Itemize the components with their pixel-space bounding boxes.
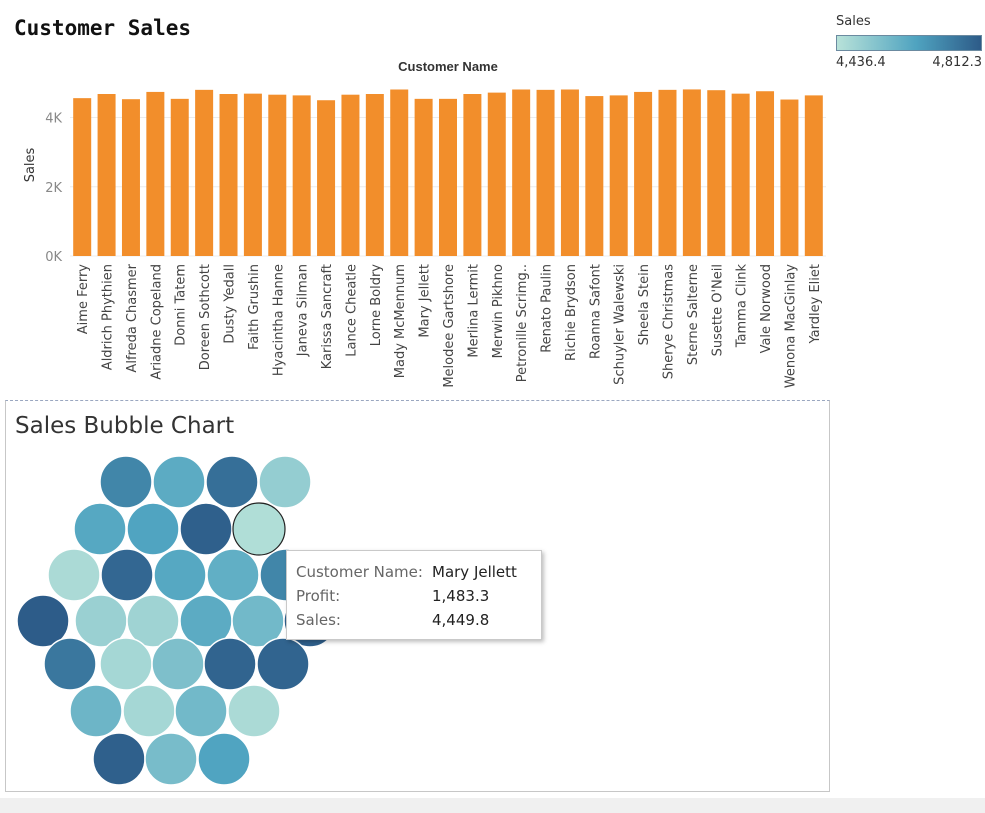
y-axis-title: Sales <box>23 147 38 182</box>
legend-min-label: 4,436.4 <box>836 55 886 70</box>
bar[interactable] <box>487 92 506 256</box>
x-tick-label: Susette O'Neil <box>710 264 725 356</box>
y-tick-label: 2K <box>45 181 62 196</box>
x-tick-label: Roanna Safont <box>588 264 603 359</box>
customer-sales-bar-chart: Customer Name Sales 0K 2K 4K Aime Ferry Ald… <box>23 59 826 388</box>
x-tick-label: Sheela Stein <box>637 264 652 345</box>
x-tick-label: Janeva Silman <box>296 264 311 357</box>
bottom-scroll-area <box>0 798 985 813</box>
bar[interactable] <box>804 95 823 256</box>
bar[interactable] <box>731 93 750 257</box>
tooltip-profit-label: Profit: <box>296 587 341 605</box>
bar[interactable] <box>756 91 775 256</box>
legend-max-label: 4,812.3 <box>932 55 982 70</box>
x-tick-label: Mady McMennum <box>393 264 408 378</box>
bar[interactable] <box>365 94 384 256</box>
bar[interactable] <box>682 89 701 256</box>
bar[interactable] <box>585 96 604 256</box>
sales-color-legend[interactable]: Sales 4,436.4 4,812.3 <box>836 14 984 70</box>
x-tick-label: Richie Brydson <box>564 264 579 361</box>
tooltip-sales-label: Sales: <box>296 611 341 629</box>
bar[interactable] <box>390 89 409 257</box>
bar-chart-title: Customer Name <box>398 59 498 74</box>
bar[interactable] <box>634 91 653 256</box>
legend-gradient <box>836 35 982 51</box>
bar[interactable] <box>146 91 165 256</box>
bar[interactable] <box>780 99 799 257</box>
x-tick-label: Merlina Lermit <box>466 264 481 358</box>
bubble-chart-title: Sales Bubble Chart <box>15 413 235 439</box>
bubble-tooltip: Customer Name: Mary Jellett Profit: 1,48… <box>286 550 542 640</box>
tooltip-customer-label: Customer Name: <box>296 563 423 581</box>
bar[interactable] <box>439 98 457 256</box>
x-tick-label: Renato Paulin <box>540 264 555 353</box>
x-tick-label: Aldrich Phythien <box>101 264 116 370</box>
x-tick-label: Karissa Sancraft <box>320 264 335 369</box>
x-tick-label: Aime Ferry <box>76 264 91 335</box>
x-tick-label: Sterne Salterne <box>686 264 701 365</box>
bar[interactable] <box>195 89 214 256</box>
x-tick-label: Sherye Christmas <box>661 264 676 379</box>
x-tick-label: Lorne Boldry <box>369 264 384 347</box>
x-tick-label: Melodee Gartshore <box>442 264 457 388</box>
x-tick-label: Wenona MacGinlay <box>783 264 798 388</box>
x-tick-label: Doreen Sothcott <box>198 264 213 370</box>
x-tick-label: Donni Tatem <box>174 264 189 346</box>
tooltip-customer-value: Mary Jellett <box>432 563 517 581</box>
bubble-chart-panel: Sales Bubble Chart <box>5 400 830 792</box>
bar[interactable] <box>341 94 360 256</box>
x-tick-label: Tamma Clink <box>735 264 750 349</box>
page-title: Customer Sales <box>14 16 192 40</box>
x-tick-label: Merwin Pikhno <box>491 264 506 358</box>
x-tick-label: Mary Jellett <box>418 264 433 338</box>
bar[interactable] <box>707 90 726 256</box>
bar[interactable] <box>243 93 262 257</box>
x-tick-label: Faith Grushin <box>247 264 262 350</box>
y-tick-label: 0K <box>45 250 62 265</box>
legend-title: Sales <box>836 14 871 29</box>
x-tick-label: Yardley Eliet <box>808 264 823 344</box>
x-tick-label: Schuyler Walewski <box>613 264 628 385</box>
bar[interactable] <box>317 100 336 256</box>
bar[interactable] <box>121 99 140 256</box>
x-tick-label: Alfreda Chasmer <box>125 263 140 372</box>
bar[interactable] <box>463 94 482 256</box>
bar[interactable] <box>268 94 287 256</box>
x-tick-label: Hyacintha Hanne <box>271 264 286 376</box>
bar[interactable] <box>219 94 238 256</box>
tooltip-sales-value: 4,449.8 <box>432 611 490 629</box>
x-tick-label: Dusty Yedall <box>223 264 238 344</box>
bar[interactable] <box>536 89 555 256</box>
bar[interactable] <box>560 89 579 257</box>
bar[interactable] <box>170 98 189 256</box>
bar[interactable] <box>658 89 677 256</box>
x-tick-label: Lance Cheatle <box>344 264 359 357</box>
x-tick-label: Vale Norwood <box>759 264 774 353</box>
bar[interactable] <box>512 89 531 257</box>
bar[interactable] <box>97 94 116 256</box>
bar[interactable] <box>292 95 311 256</box>
y-tick-label: 4K <box>45 112 62 127</box>
tooltip-profit-value: 1,483.3 <box>432 587 490 605</box>
x-tick-label: Petronille Scrimg.. <box>515 264 530 382</box>
x-tick-label: Ariadne Copeland <box>149 264 164 380</box>
bar[interactable] <box>414 98 433 256</box>
bar[interactable] <box>73 98 92 257</box>
bar[interactable] <box>609 95 628 256</box>
